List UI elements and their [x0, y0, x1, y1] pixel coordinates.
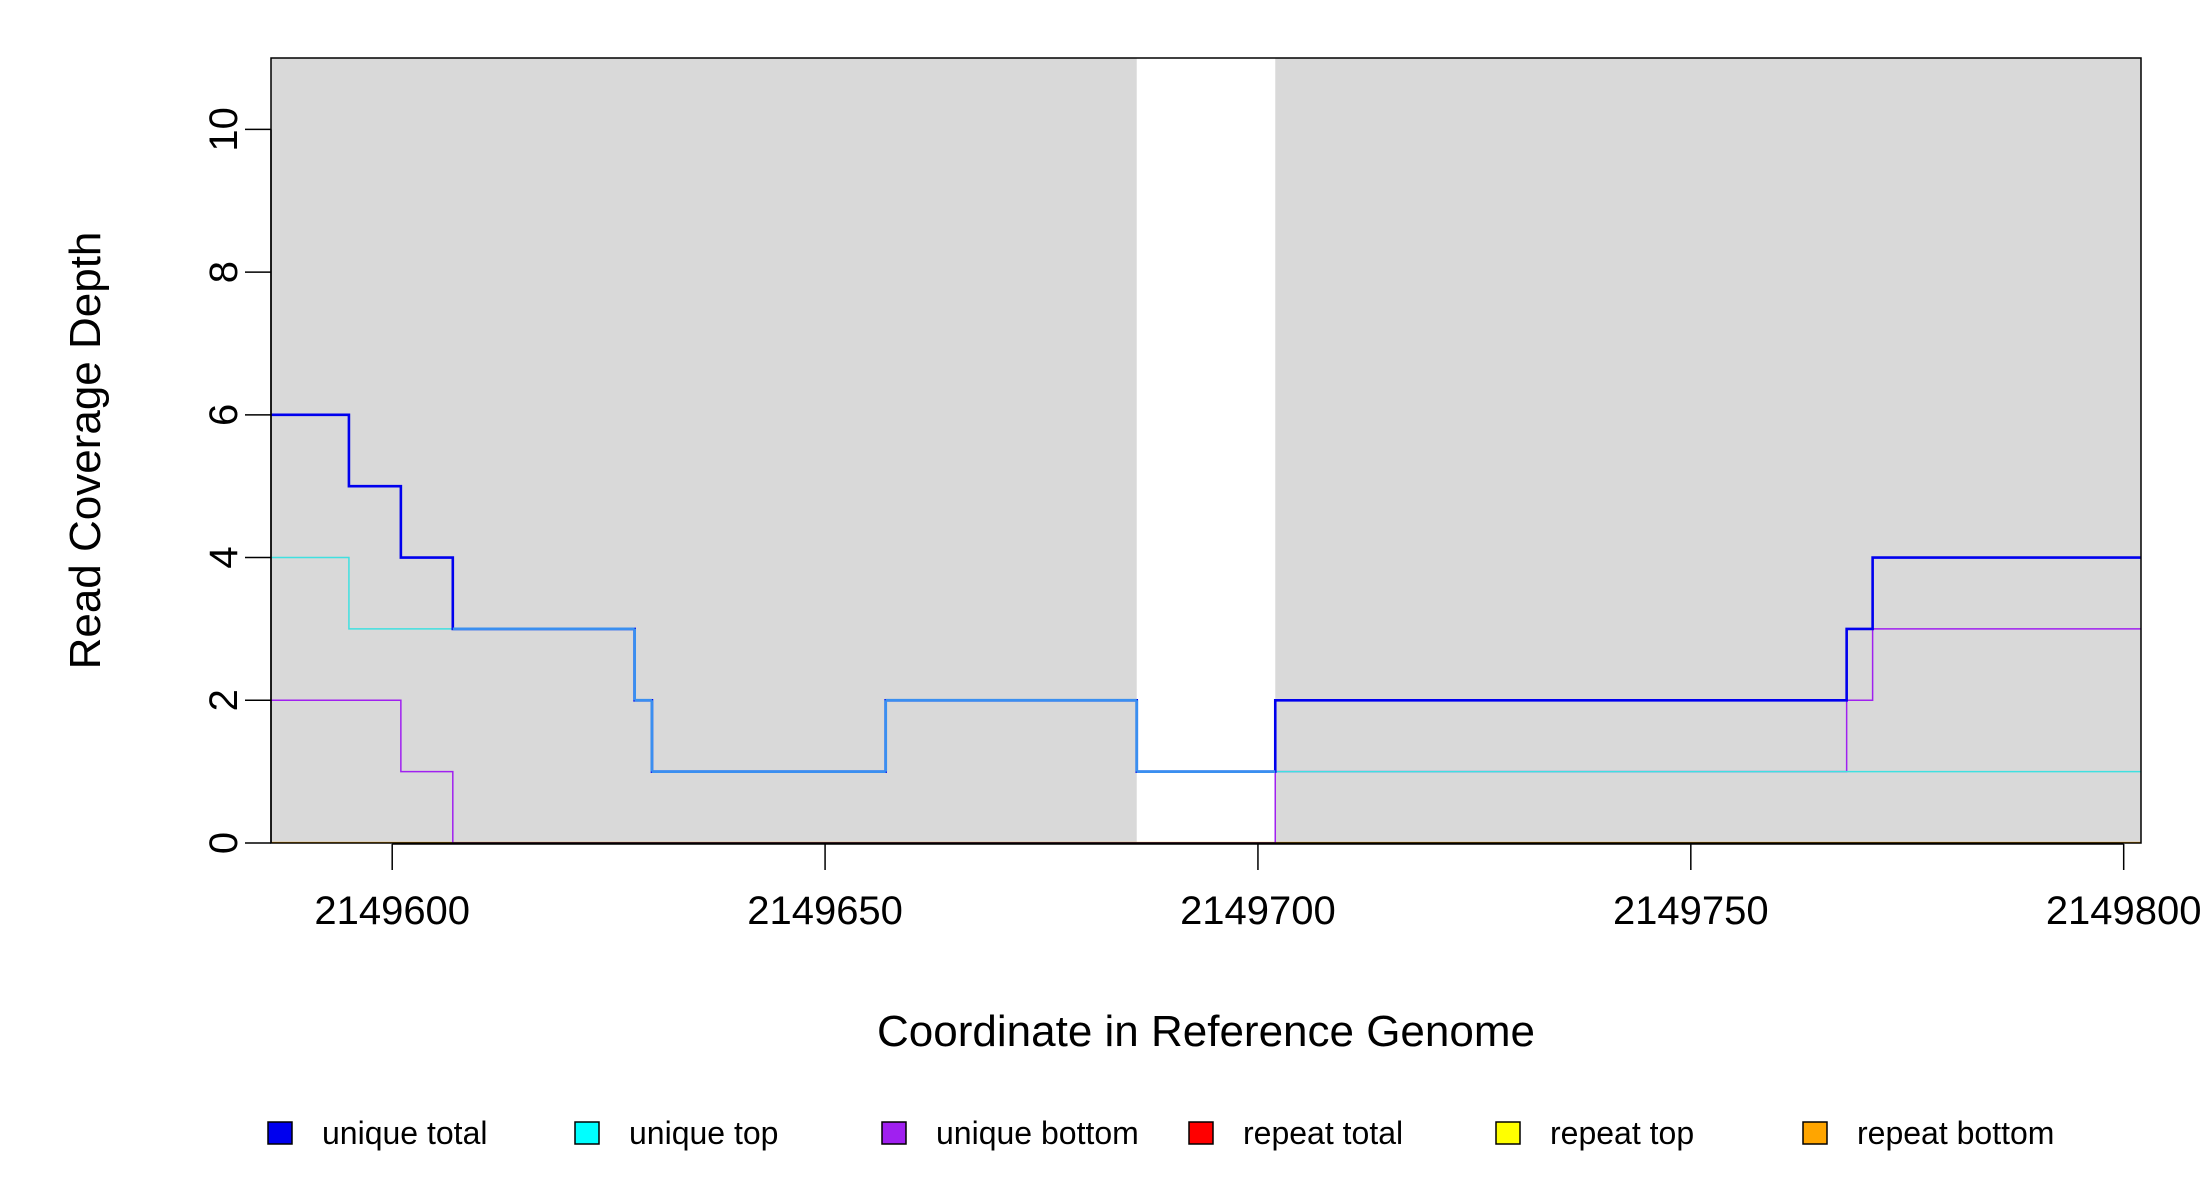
- y-tick-label: 8: [202, 261, 246, 283]
- legend: unique total unique top unique bottom repea…: [267, 1115, 2054, 1151]
- legend-label: repeat top: [1550, 1115, 1694, 1151]
- y-tick-label: 10: [202, 107, 246, 152]
- legend-entry-unique-top: unique top: [574, 1115, 778, 1151]
- x-tick-label: 2149800: [2046, 889, 2200, 933]
- y-tick-label: 6: [202, 404, 246, 426]
- legend-swatch: [267, 1121, 293, 1145]
- x-tick-label: 2149650: [747, 889, 903, 933]
- y-tick-label: 4: [202, 546, 246, 568]
- y-tick-label: 0: [202, 832, 246, 854]
- highlight-region: [1136, 58, 1276, 843]
- plot-area: [271, 58, 2141, 843]
- axes-layer: 0 2 4 6 8 10 2149600 2149650 2149700 2149750 21498…: [202, 107, 2200, 933]
- legend-entry-unique-bottom: unique bottom: [881, 1115, 1139, 1151]
- legend-entry-unique-total: unique total: [267, 1115, 487, 1151]
- legend-entry-repeat-total: repeat total: [1188, 1115, 1403, 1151]
- legend-swatch: [1188, 1121, 1214, 1145]
- legend-entry-repeat-top: repeat top: [1495, 1115, 1694, 1151]
- legend-label: repeat bottom: [1857, 1115, 2054, 1151]
- legend-swatch: [1495, 1121, 1521, 1145]
- x-tick-label: 2149600: [314, 889, 470, 933]
- legend-swatch: [1802, 1121, 1828, 1145]
- legend-label: unique total: [322, 1115, 487, 1151]
- y-axis-title: Read Coverage Depth: [61, 232, 110, 670]
- legend-entry-repeat-bottom: repeat bottom: [1802, 1115, 2054, 1151]
- legend-swatch: [881, 1121, 907, 1145]
- x-tick-label: 2149700: [1180, 889, 1336, 933]
- x-axis-title: Coordinate in Reference Genome: [877, 1007, 1535, 1056]
- legend-label: unique top: [629, 1115, 778, 1151]
- legend-label: repeat total: [1243, 1115, 1403, 1151]
- y-tick-label: 2: [202, 689, 246, 711]
- legend-swatch: [574, 1121, 600, 1145]
- x-tick-label: 2149750: [1613, 889, 1769, 933]
- series-line-unique-bottom: [271, 628, 2141, 843]
- series-layer: [271, 413, 2141, 843]
- legend-label: unique bottom: [936, 1115, 1139, 1151]
